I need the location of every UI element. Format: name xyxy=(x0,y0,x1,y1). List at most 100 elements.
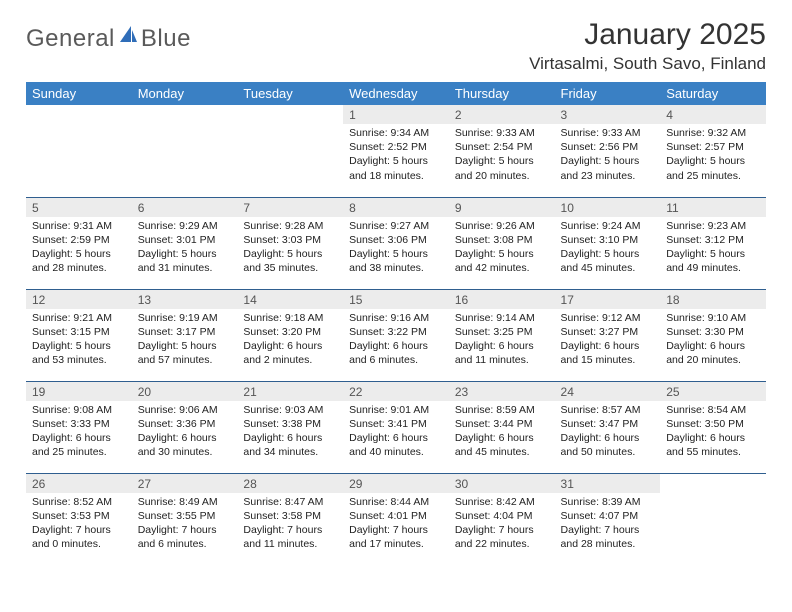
day-details: Sunrise: 8:49 AMSunset: 3:55 PMDaylight:… xyxy=(132,493,238,556)
calendar-cell: 15Sunrise: 9:16 AMSunset: 3:22 PMDayligh… xyxy=(343,289,449,381)
calendar-cell: 6Sunrise: 9:29 AMSunset: 3:01 PMDaylight… xyxy=(132,197,238,289)
day-details: Sunrise: 9:34 AMSunset: 2:52 PMDaylight:… xyxy=(343,124,449,187)
calendar-cell: 3Sunrise: 9:33 AMSunset: 2:56 PMDaylight… xyxy=(555,105,661,197)
day-details: Sunrise: 9:29 AMSunset: 3:01 PMDaylight:… xyxy=(132,217,238,280)
calendar-cell: 21Sunrise: 9:03 AMSunset: 3:38 PMDayligh… xyxy=(237,381,343,473)
col-header: Saturday xyxy=(660,82,766,105)
day-number: 19 xyxy=(26,382,132,401)
day-details: Sunrise: 8:47 AMSunset: 3:58 PMDaylight:… xyxy=(237,493,343,556)
calendar-cell: .. xyxy=(660,473,766,565)
calendar-body: ......1Sunrise: 9:34 AMSunset: 2:52 PMDa… xyxy=(26,105,766,565)
day-number: 7 xyxy=(237,198,343,217)
day-number: 9 xyxy=(449,198,555,217)
day-number: 23 xyxy=(449,382,555,401)
col-header: Tuesday xyxy=(237,82,343,105)
day-details: Sunrise: 9:28 AMSunset: 3:03 PMDaylight:… xyxy=(237,217,343,280)
day-number: 18 xyxy=(660,290,766,309)
day-number: 1 xyxy=(343,105,449,124)
col-header: Sunday xyxy=(26,82,132,105)
day-number: 22 xyxy=(343,382,449,401)
header: General Blue January 2025 Virtasalmi, So… xyxy=(26,18,766,74)
day-number: 29 xyxy=(343,474,449,493)
calendar-cell: 31Sunrise: 8:39 AMSunset: 4:07 PMDayligh… xyxy=(555,473,661,565)
day-number: 25 xyxy=(660,382,766,401)
day-number: 28 xyxy=(237,474,343,493)
calendar-cell: 13Sunrise: 9:19 AMSunset: 3:17 PMDayligh… xyxy=(132,289,238,381)
brand-name-b: Blue xyxy=(141,25,191,53)
day-details: Sunrise: 9:14 AMSunset: 3:25 PMDaylight:… xyxy=(449,309,555,372)
day-details: Sunrise: 8:44 AMSunset: 4:01 PMDaylight:… xyxy=(343,493,449,556)
calendar-cell: 5Sunrise: 9:31 AMSunset: 2:59 PMDaylight… xyxy=(26,197,132,289)
day-details: Sunrise: 9:32 AMSunset: 2:57 PMDaylight:… xyxy=(660,124,766,187)
day-number: 13 xyxy=(132,290,238,309)
day-number: 31 xyxy=(555,474,661,493)
calendar-cell: 27Sunrise: 8:49 AMSunset: 3:55 PMDayligh… xyxy=(132,473,238,565)
day-number: 30 xyxy=(449,474,555,493)
day-details: Sunrise: 9:06 AMSunset: 3:36 PMDaylight:… xyxy=(132,401,238,464)
day-details: Sunrise: 9:10 AMSunset: 3:30 PMDaylight:… xyxy=(660,309,766,372)
day-details: Sunrise: 9:21 AMSunset: 3:15 PMDaylight:… xyxy=(26,309,132,372)
calendar-cell: 28Sunrise: 8:47 AMSunset: 3:58 PMDayligh… xyxy=(237,473,343,565)
day-number: 17 xyxy=(555,290,661,309)
day-number: 4 xyxy=(660,105,766,124)
day-details: Sunrise: 9:03 AMSunset: 3:38 PMDaylight:… xyxy=(237,401,343,464)
calendar-cell: 11Sunrise: 9:23 AMSunset: 3:12 PMDayligh… xyxy=(660,197,766,289)
calendar-cell: 4Sunrise: 9:32 AMSunset: 2:57 PMDaylight… xyxy=(660,105,766,197)
day-number: 24 xyxy=(555,382,661,401)
calendar-header: SundayMondayTuesdayWednesdayThursdayFrid… xyxy=(26,82,766,105)
day-number: 3 xyxy=(555,105,661,124)
calendar-cell: 10Sunrise: 9:24 AMSunset: 3:10 PMDayligh… xyxy=(555,197,661,289)
col-header: Thursday xyxy=(449,82,555,105)
day-details: Sunrise: 9:27 AMSunset: 3:06 PMDaylight:… xyxy=(343,217,449,280)
day-details: Sunrise: 9:24 AMSunset: 3:10 PMDaylight:… xyxy=(555,217,661,280)
sail-icon xyxy=(117,24,139,53)
day-details: Sunrise: 9:18 AMSunset: 3:20 PMDaylight:… xyxy=(237,309,343,372)
day-details: Sunrise: 9:12 AMSunset: 3:27 PMDaylight:… xyxy=(555,309,661,372)
calendar-cell: 7Sunrise: 9:28 AMSunset: 3:03 PMDaylight… xyxy=(237,197,343,289)
day-details: Sunrise: 8:52 AMSunset: 3:53 PMDaylight:… xyxy=(26,493,132,556)
day-number: 15 xyxy=(343,290,449,309)
brand-name-a: General xyxy=(26,25,115,53)
day-number: 27 xyxy=(132,474,238,493)
calendar-cell: 22Sunrise: 9:01 AMSunset: 3:41 PMDayligh… xyxy=(343,381,449,473)
calendar-cell: 24Sunrise: 8:57 AMSunset: 3:47 PMDayligh… xyxy=(555,381,661,473)
title-block: January 2025 Virtasalmi, South Savo, Fin… xyxy=(529,18,766,74)
day-number: 12 xyxy=(26,290,132,309)
calendar-cell: 30Sunrise: 8:42 AMSunset: 4:04 PMDayligh… xyxy=(449,473,555,565)
calendar-cell: 8Sunrise: 9:27 AMSunset: 3:06 PMDaylight… xyxy=(343,197,449,289)
calendar-cell: 18Sunrise: 9:10 AMSunset: 3:30 PMDayligh… xyxy=(660,289,766,381)
day-details: Sunrise: 9:08 AMSunset: 3:33 PMDaylight:… xyxy=(26,401,132,464)
calendar-cell: 17Sunrise: 9:12 AMSunset: 3:27 PMDayligh… xyxy=(555,289,661,381)
day-details: Sunrise: 9:16 AMSunset: 3:22 PMDaylight:… xyxy=(343,309,449,372)
calendar-table: SundayMondayTuesdayWednesdayThursdayFrid… xyxy=(26,82,766,565)
day-number: 2 xyxy=(449,105,555,124)
brand-logo: General Blue xyxy=(26,18,191,53)
day-number: 6 xyxy=(132,198,238,217)
calendar-cell: 20Sunrise: 9:06 AMSunset: 3:36 PMDayligh… xyxy=(132,381,238,473)
calendar-cell: 14Sunrise: 9:18 AMSunset: 3:20 PMDayligh… xyxy=(237,289,343,381)
calendar-cell: 16Sunrise: 9:14 AMSunset: 3:25 PMDayligh… xyxy=(449,289,555,381)
day-details: Sunrise: 8:59 AMSunset: 3:44 PMDaylight:… xyxy=(449,401,555,464)
day-number: 14 xyxy=(237,290,343,309)
day-number: 8 xyxy=(343,198,449,217)
day-number: 16 xyxy=(449,290,555,309)
day-details: Sunrise: 9:26 AMSunset: 3:08 PMDaylight:… xyxy=(449,217,555,280)
calendar-cell: 2Sunrise: 9:33 AMSunset: 2:54 PMDaylight… xyxy=(449,105,555,197)
calendar-cell: 23Sunrise: 8:59 AMSunset: 3:44 PMDayligh… xyxy=(449,381,555,473)
day-details: Sunrise: 9:31 AMSunset: 2:59 PMDaylight:… xyxy=(26,217,132,280)
day-number: 21 xyxy=(237,382,343,401)
month-title: January 2025 xyxy=(529,18,766,52)
day-details: Sunrise: 8:39 AMSunset: 4:07 PMDaylight:… xyxy=(555,493,661,556)
day-details: Sunrise: 9:23 AMSunset: 3:12 PMDaylight:… xyxy=(660,217,766,280)
day-details: Sunrise: 9:01 AMSunset: 3:41 PMDaylight:… xyxy=(343,401,449,464)
calendar-cell: .. xyxy=(237,105,343,197)
col-header: Friday xyxy=(555,82,661,105)
day-number: 5 xyxy=(26,198,132,217)
calendar-cell: 19Sunrise: 9:08 AMSunset: 3:33 PMDayligh… xyxy=(26,381,132,473)
col-header: Monday xyxy=(132,82,238,105)
col-header: Wednesday xyxy=(343,82,449,105)
day-number: 10 xyxy=(555,198,661,217)
day-details: Sunrise: 8:42 AMSunset: 4:04 PMDaylight:… xyxy=(449,493,555,556)
day-details: Sunrise: 9:33 AMSunset: 2:56 PMDaylight:… xyxy=(555,124,661,187)
calendar-cell: 25Sunrise: 8:54 AMSunset: 3:50 PMDayligh… xyxy=(660,381,766,473)
